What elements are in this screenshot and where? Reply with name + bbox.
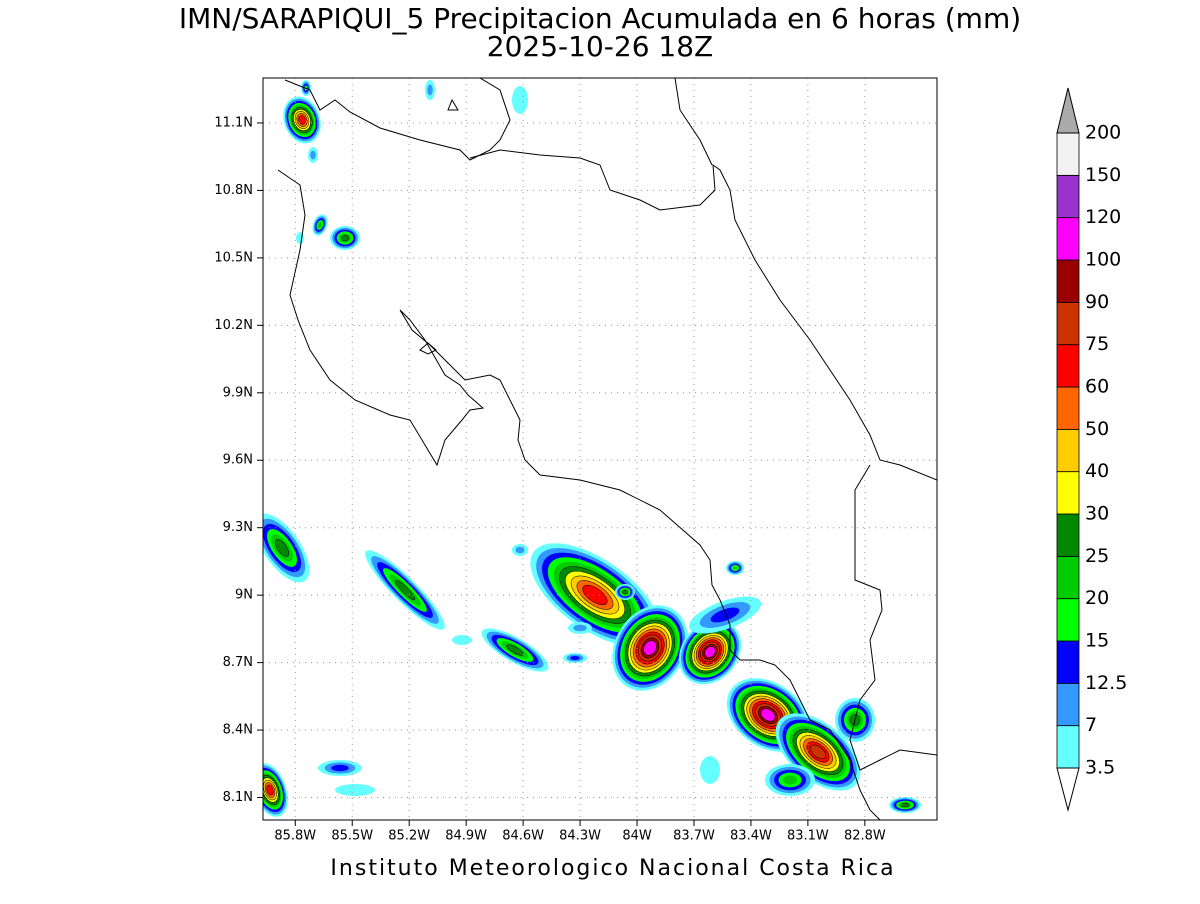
coastlines [277,78,937,820]
colorbar-label: 40 [1085,460,1109,482]
colorbar-label: 75 [1085,333,1109,355]
precip-contour [266,784,274,796]
precip-contour [573,624,587,632]
precip-contour [582,584,608,606]
colorbar-label: 25 [1085,545,1109,567]
precip-contour [335,784,375,796]
precip-contour [900,802,910,808]
precip-contour [317,222,323,228]
colorbar-segment [1056,174,1080,219]
grid [263,78,937,820]
y-tick-label: 9.3N [223,520,253,535]
x-tick-label: 85.8W [274,829,316,844]
colorbar-segment [1056,555,1080,600]
precip-contour [310,150,316,160]
colorbar-label: 50 [1085,418,1109,440]
axes: 85.8W 85.5W 85.2W 84.9W 84.6W 84.3W 84W 83.7W 83… [214,115,886,843]
precip-contour [274,539,290,557]
colorbar-segment [1056,386,1080,430]
y-tick-label: 8.1N [223,790,253,805]
colorbar-segment [1056,132,1080,176]
x-tick-label: 84.9W [445,829,487,844]
precip-contour [810,744,826,760]
precip-contour [452,635,472,645]
y-tick-label: 8.4N [223,723,253,738]
colorbar-segment [1056,725,1080,769]
x-tick-label: 85.5W [331,829,373,844]
y-tick-label: 8.7N [223,655,253,670]
x-tick-label: 84W [622,829,652,844]
colorbar-label: 100 [1085,249,1121,271]
pacific-coast [277,169,881,820]
colorbar-label: 12.5 [1085,672,1127,694]
precip-contour [515,546,525,554]
y-tick-label: 11.1N [214,115,253,130]
colorbar-segment [1056,428,1080,473]
x-tick-label: 83.1W [787,829,829,844]
colorbar-segment [1056,217,1080,261]
precip-contour [394,579,416,601]
precip-contour [704,646,716,658]
footer: Instituto Meteorologico Nacional Costa R… [330,856,895,881]
precip-contour [700,756,720,784]
x-tick-label: 82.8W [844,829,886,844]
precip-contour [331,764,349,772]
colorbar: 3.5 7 12.5 15 20 25 30 40 50 60 75 90 100 120 150 200 [1056,87,1127,812]
y-tick-label: 10.5N [214,250,253,265]
y-tick-label: 10.8N [214,183,253,198]
colorbar-over [1056,87,1080,134]
colorbar-segment [1056,682,1080,727]
colorbar-label: 7 [1085,714,1097,736]
precip-contour [570,656,580,660]
colorbar-label: 120 [1085,206,1121,228]
x-tick-label: 85.2W [388,829,430,844]
colorbar-segment [1056,301,1080,346]
precip-field [263,80,921,817]
precip-contour [341,234,349,242]
colorbar-segment [1056,344,1080,388]
precip-contour [512,86,528,114]
colorbar-label: 30 [1085,503,1109,525]
y-tick-label: 9.6N [223,453,253,468]
colorbar-label: 15 [1085,630,1109,652]
colorbar-segment [1056,640,1080,684]
northern-border [284,78,511,161]
colorbar-under [1056,767,1080,812]
precip-contour [622,589,628,595]
colorbar-label: 150 [1085,164,1121,186]
caribbean-coast [674,78,713,166]
colorbar-segment [1056,598,1080,642]
chart-title: IMN/SARAPIQUI_5 Precipitacion Acumulada … [179,2,1021,35]
colorbar-label: 90 [1085,291,1109,313]
x-tick-label: 84.3W [559,829,601,844]
colorbar-label: 60 [1085,376,1109,398]
x-tick-label: 83.4W [730,829,772,844]
precip-contour [710,607,740,623]
y-tick-label: 9.9N [223,385,253,400]
x-tick-label: 84.6W [502,829,544,844]
precip-contour [760,708,776,722]
island [419,342,437,355]
precip-contour [427,84,433,96]
colorbar-label: 3.5 [1085,757,1115,779]
precip-contour [783,775,797,785]
precip-contour [732,566,738,570]
map-frame [262,77,938,821]
colorbar-label: 200 [1085,122,1121,144]
chart-subtitle: 2025-10-26 18Z [487,30,713,63]
precip-contour [643,640,657,656]
y-tick-label: 10.2N [214,318,253,333]
border-coast [469,149,937,481]
colorbar-segment [1056,471,1080,515]
panama-border [849,464,937,771]
colorbar-segment [1056,259,1080,303]
y-tick-label: 9N [235,588,253,603]
colorbar-label: 20 [1085,587,1109,609]
x-tick-label: 83.7W [673,829,715,844]
colorbar-segment [1056,513,1080,557]
precip-contour [298,115,306,125]
island [447,98,459,111]
